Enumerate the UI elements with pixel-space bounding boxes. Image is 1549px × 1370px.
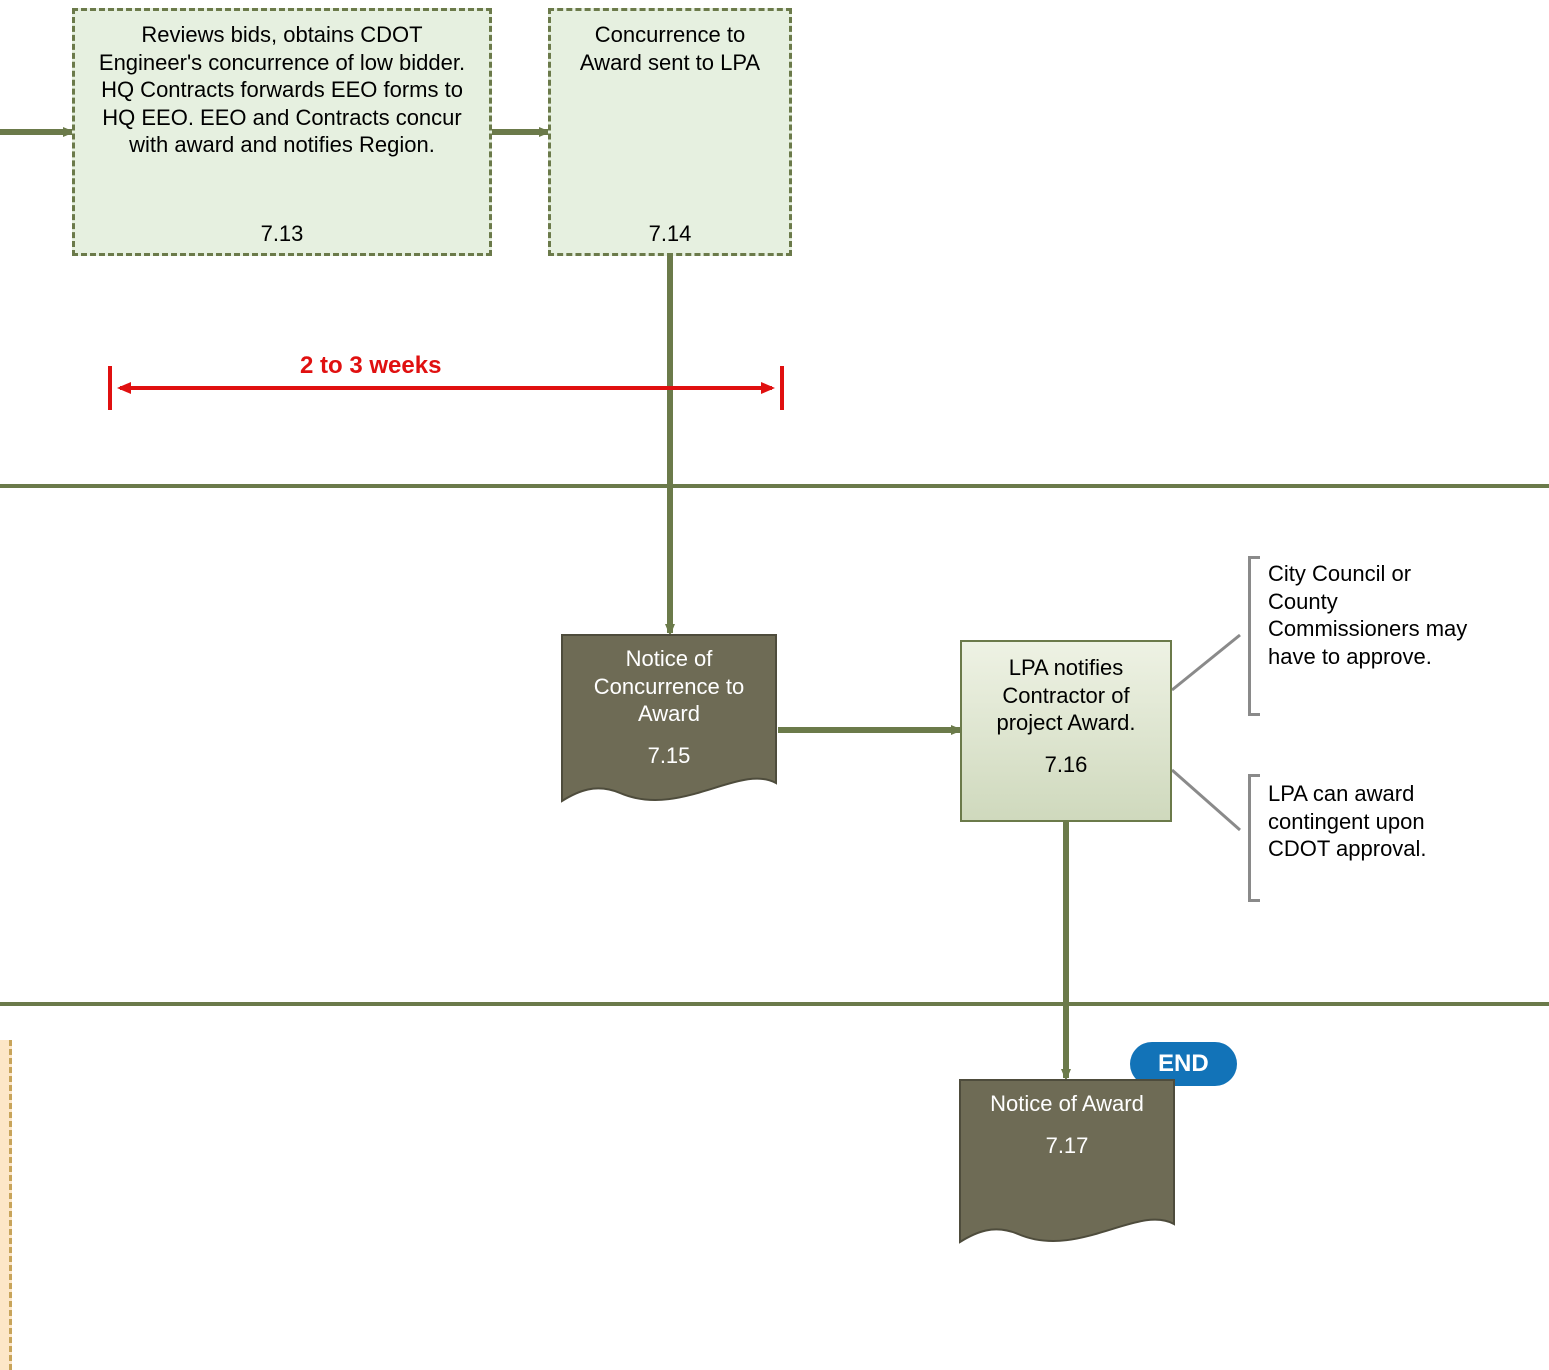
node-7-16-ref: 7.16 bbox=[972, 751, 1160, 779]
node-7-16: LPA notifies Contractor of project Award… bbox=[960, 640, 1172, 822]
note-2-bracket bbox=[1248, 774, 1260, 902]
node-7-13-ref: 7.13 bbox=[75, 220, 489, 248]
node-7-14-ref: 7.14 bbox=[551, 220, 789, 248]
duration-label: 2 to 3 weeks bbox=[300, 352, 441, 380]
node-7-14: Concurrence to Award sent to LPA 7.14 bbox=[548, 8, 792, 256]
node-7-15: Notice of Concurrence to Award 7.15 bbox=[560, 633, 778, 807]
note-1: City Council or County Commissioners may… bbox=[1268, 560, 1468, 670]
node-7-17-text: Notice of Award bbox=[990, 1091, 1144, 1116]
node-7-17-ref: 7.17 bbox=[968, 1132, 1166, 1160]
edge-716-note1 bbox=[1172, 635, 1240, 690]
flowchart-canvas: Reviews bids, obtains CDOT Engineer's co… bbox=[0, 0, 1549, 1370]
node-7-14-text: Concurrence to Award sent to LPA bbox=[580, 22, 760, 75]
node-7-17: Notice of Award 7.17 bbox=[958, 1078, 1176, 1248]
note-1-bracket bbox=[1248, 556, 1260, 716]
note-2: LPA can award contingent upon CDOT appro… bbox=[1268, 780, 1468, 863]
cropped-left-box bbox=[0, 1040, 12, 1370]
node-7-15-text: Notice of Concurrence to Award bbox=[594, 646, 744, 726]
edge-716-note2 bbox=[1172, 770, 1240, 830]
node-7-13-text: Reviews bids, obtains CDOT Engineer's co… bbox=[99, 22, 465, 157]
node-7-13: Reviews bids, obtains CDOT Engineer's co… bbox=[72, 8, 492, 256]
node-7-15-ref: 7.15 bbox=[570, 742, 768, 770]
node-7-16-text: LPA notifies Contractor of project Award… bbox=[996, 655, 1135, 735]
